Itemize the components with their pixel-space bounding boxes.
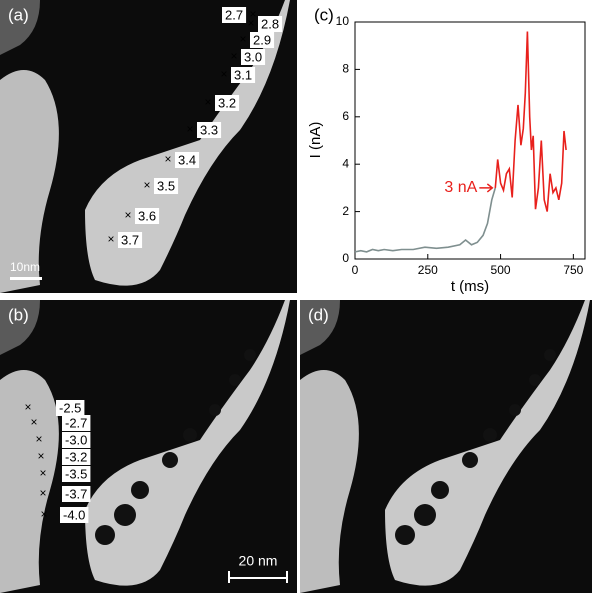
- marker-label: 3.3: [200, 122, 218, 137]
- annotation: 3 nA: [444, 179, 477, 196]
- marker-label: 3.5: [157, 178, 175, 193]
- x-tick-label: 500: [491, 263, 511, 277]
- label-box: [222, 7, 247, 23]
- marker-label: 3.6: [138, 208, 156, 223]
- label-box: [62, 415, 91, 431]
- marker-label: 2.7: [225, 7, 243, 22]
- label-box: [258, 16, 283, 32]
- y-axis-label: I (nA): [307, 122, 324, 159]
- marker-x: ×: [143, 178, 150, 192]
- marker-label: -3.7: [65, 486, 87, 501]
- marker-label: 3.0: [244, 49, 262, 64]
- panel-label: (b): [8, 305, 29, 324]
- marker-x: ×: [186, 122, 193, 136]
- label-box: [175, 152, 200, 168]
- label-box: [231, 67, 256, 83]
- y-tick-label: 8: [342, 62, 349, 76]
- annotation-arrow: [479, 183, 494, 193]
- marker-x: ×: [40, 507, 47, 521]
- marker-label: 2.9: [253, 32, 271, 47]
- marker-label: 3.2: [218, 95, 236, 110]
- plot-frame: [354, 21, 586, 260]
- marker-x: ×: [220, 67, 227, 81]
- label-box: [62, 449, 91, 465]
- label-box: [62, 432, 91, 448]
- x-tick-label: 0: [352, 263, 359, 277]
- label-box: [197, 122, 222, 138]
- marker-x: ×: [37, 449, 44, 463]
- panel-a: (a) 10nm × 2.7 × 2.8 × 2.9 × 3.0 × 3.1 × 3.2 × 3.3 × 3.…: [0, 0, 297, 293]
- marker-x: ×: [164, 152, 171, 166]
- x-tick-label: 250: [418, 263, 438, 277]
- label-box: [241, 49, 266, 65]
- label-box: [215, 95, 240, 111]
- scale-label: 10nm: [10, 260, 40, 274]
- label-box: [118, 232, 143, 248]
- marker-x: ×: [239, 32, 246, 46]
- marker-label: 3.4: [178, 152, 196, 167]
- series-line: [494, 31, 567, 212]
- marker-x: ×: [107, 232, 114, 246]
- marker-x: ×: [30, 415, 37, 429]
- marker-x: ×: [39, 466, 46, 480]
- marker-x: ×: [204, 95, 211, 109]
- label-box: [135, 208, 160, 224]
- label-box: [154, 178, 179, 194]
- x-tick-label: 750: [563, 263, 583, 277]
- marker-x: ×: [35, 432, 42, 446]
- panel-label: (c): [314, 5, 334, 24]
- marker-label: 3.1: [234, 67, 252, 82]
- x-axis-label: t (ms): [451, 278, 489, 295]
- y-tick-label: 4: [342, 156, 349, 170]
- marker-x: ×: [124, 208, 131, 222]
- marker-x: ×: [249, 7, 256, 21]
- marker-x: ×: [24, 400, 31, 414]
- marker-label: -4.0: [63, 507, 85, 522]
- marker-label: -2.7: [65, 415, 87, 430]
- panel-label: (a): [8, 5, 29, 24]
- chart: (c) t (ms) I (nA) 0 250 500 750 0 2 4 6 8 10 3 nA: [307, 5, 586, 295]
- marker-label: 3.7: [121, 232, 139, 247]
- label-box: [56, 400, 85, 416]
- panel-label: (d): [308, 305, 329, 324]
- marker-label: 2.8: [261, 16, 279, 31]
- label-box: [60, 507, 89, 523]
- marker-label: -2.5: [59, 400, 81, 415]
- panel-b: (b) 20 nm × -2.5 × -2.7 × -3.0 × -3.2 × -3.5 × -3.7…: [0, 300, 297, 593]
- y-tick-label: 2: [342, 204, 349, 218]
- marker-label: -3.0: [65, 432, 87, 447]
- marker-x: ×: [39, 486, 46, 500]
- label-box: [250, 32, 275, 48]
- marker-x: ×: [230, 49, 237, 63]
- series-line: [354, 187, 497, 253]
- label-box: [62, 486, 91, 502]
- scale-label: 20 nm: [239, 553, 278, 569]
- y-tick-label: 6: [342, 109, 349, 123]
- y-tick-label: 10: [336, 14, 350, 28]
- marker-label: -3.2: [65, 449, 87, 464]
- marker-label: -3.5: [65, 466, 87, 481]
- panel-d: (d): [300, 300, 592, 593]
- marker-x: ×: [247, 16, 254, 30]
- label-box: [62, 466, 91, 482]
- y-tick-label: 0: [342, 251, 349, 265]
